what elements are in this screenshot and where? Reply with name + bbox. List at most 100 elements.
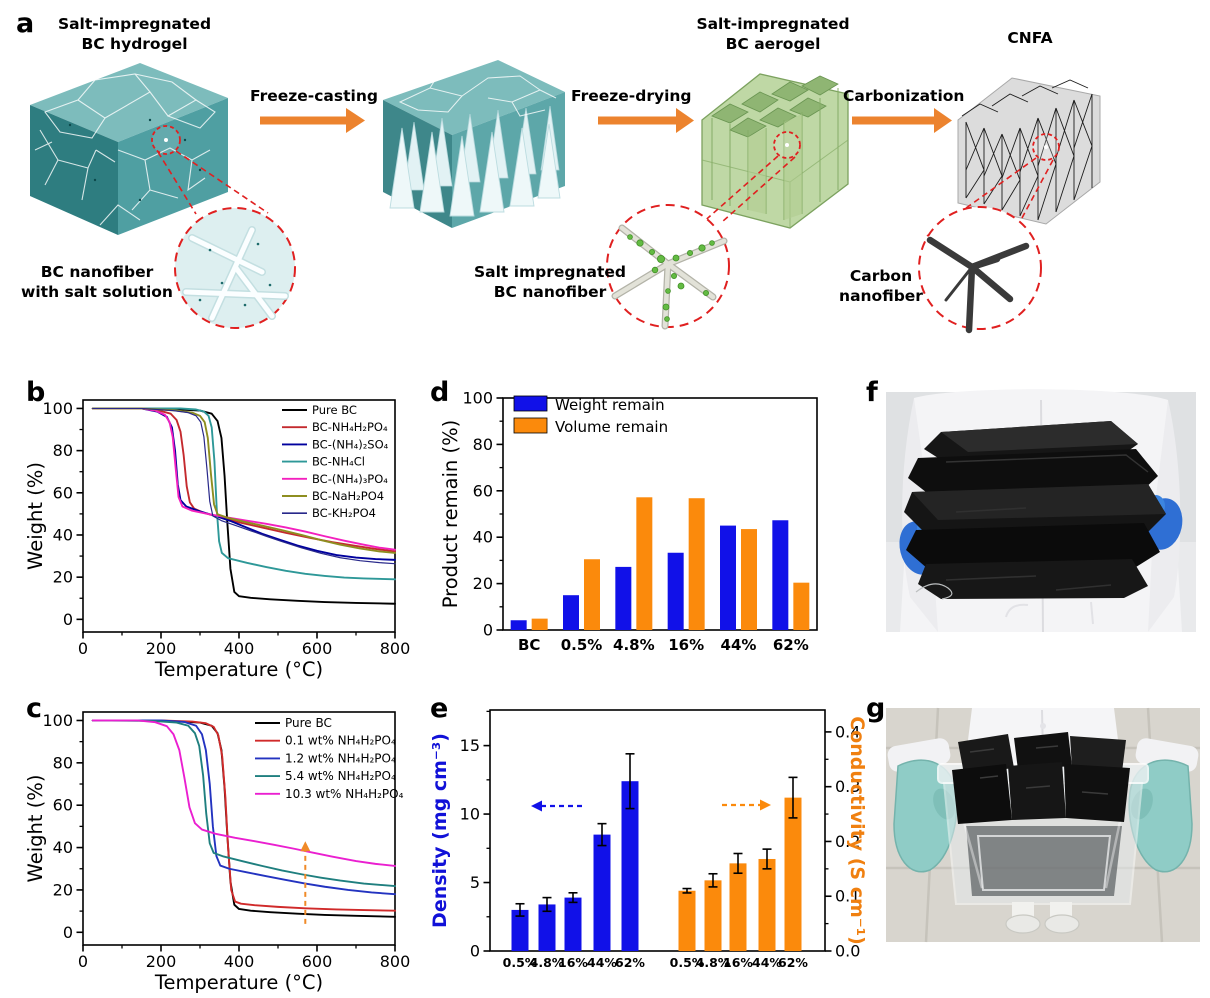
shoes xyxy=(1005,902,1080,934)
series-line-3 xyxy=(91,719,396,888)
salt-dots xyxy=(68,118,202,202)
series-line-4 xyxy=(91,719,396,867)
carbonization-arrow xyxy=(852,108,952,133)
x-tick-label: 400 xyxy=(224,639,255,658)
panel-label-c: c xyxy=(26,693,43,724)
category-label: 16% xyxy=(668,636,704,654)
density-conductivity-bar-chart: 0 5 10 15 0.0 0.1 0.2 0.3 0.4 Density (mg cm⁻³) Co… xyxy=(429,709,868,970)
axes: 0 200 400 600 800 0 20 40 60 80 100 xyxy=(42,399,410,658)
y-tick-label: 0 xyxy=(483,621,493,640)
bar-density xyxy=(538,904,556,951)
legend-label: BC-(NH₄)₃PO₄ xyxy=(312,472,388,486)
y-tick-label: 100 xyxy=(42,711,73,730)
x-tick-label: 0 xyxy=(78,952,88,971)
right-tick-label: 0.1 xyxy=(835,887,860,906)
y-tick-label: 20 xyxy=(53,880,73,899)
x-tick-label: 400 xyxy=(224,952,255,971)
panel-label-a: a xyxy=(16,8,35,39)
carbon-wireframe xyxy=(961,79,1093,221)
bar-volume-remain xyxy=(741,529,757,630)
category-label: 4.8% xyxy=(613,636,655,654)
plot-frame xyxy=(82,711,396,946)
bar-conductivity xyxy=(704,880,722,951)
step-carbonization: Carbonization xyxy=(843,87,965,105)
category-label: 16% xyxy=(723,955,753,970)
y-tick-label: 40 xyxy=(53,838,73,857)
plot-frame xyxy=(82,399,396,633)
legend: Pure BC BC-NH₄H₂PO₄ BC-(NH₄)₂SO₄ BC-NH₄Cl BC… xyxy=(282,403,389,520)
right-axis-label: Conductivity (S cm⁻¹) xyxy=(846,716,868,945)
category-label: 44% xyxy=(587,955,617,970)
y-tick-label: 100 xyxy=(42,399,73,418)
panel-label-b: b xyxy=(26,377,46,408)
callout1-label-line1: BC nanofiber xyxy=(40,263,154,281)
y-tick-label: 0 xyxy=(63,923,73,942)
prism-tops xyxy=(711,75,839,138)
annotation-arrow xyxy=(300,841,311,852)
bar-conductivity xyxy=(758,858,776,951)
category-label: 62% xyxy=(773,636,809,654)
callout3-label: Carbon nanofiber xyxy=(822,266,940,306)
series-line-2 xyxy=(91,719,396,896)
callout1-label: BC nanofiber with salt solution xyxy=(16,262,178,302)
bar-conductivity xyxy=(678,890,696,951)
category-label: 44% xyxy=(752,955,782,970)
x-tick-label: 600 xyxy=(302,639,333,658)
legend-label: Volume remain xyxy=(555,418,668,436)
aerogel-title: Salt-impregnated BC aerogel xyxy=(678,14,868,54)
x-tick-label: 800 xyxy=(380,952,411,971)
category-label: 16% xyxy=(558,955,588,970)
legend: Weight remain Volume remain xyxy=(513,395,668,436)
cnfa-slabs-in-box xyxy=(952,732,1130,824)
bar-conductivity xyxy=(729,863,747,951)
legend-label: BC-NaH₂PO4 xyxy=(312,489,384,503)
panel-label-e: e xyxy=(430,693,449,724)
freeze-casting-arrow xyxy=(260,108,365,133)
callout2-label-line2: BC nanofiber xyxy=(493,283,607,301)
category-label: 0.5% xyxy=(561,636,603,654)
series-line-6 xyxy=(92,407,396,565)
y-tick-label: 60 xyxy=(473,481,493,500)
tga-chart-salts: 0 200 400 600 800 0 20 40 60 80 100 Temperature (°C… xyxy=(24,399,410,681)
hydrogel-title-line1: Salt-impregnated xyxy=(57,15,212,33)
bar-volume-remain xyxy=(531,618,548,630)
fiber-mesh-top xyxy=(398,65,557,117)
panel-a-illustration xyxy=(30,60,1101,334)
hydrogel-title-line2: BC hydrogel xyxy=(81,35,188,53)
y-tick-label: 80 xyxy=(53,753,73,772)
callout2-label: Salt impregnated BC nanofiber xyxy=(468,262,632,302)
legend-label: BC-NH₄Cl xyxy=(312,455,365,469)
category-label: 0.5% xyxy=(503,955,538,970)
left-axis-label: Density (mg cm⁻³) xyxy=(429,733,451,928)
x-tick-label: 200 xyxy=(146,952,177,971)
category-label: 4.8% xyxy=(530,955,565,970)
photo-box-of-cnfa xyxy=(886,707,1200,943)
right-tick-label: 0.4 xyxy=(835,722,860,741)
x-tick-label: 800 xyxy=(380,639,411,658)
panel-label-d: d xyxy=(430,377,450,408)
y-tick-label: 20 xyxy=(473,574,493,593)
fiber-mesh xyxy=(34,73,216,226)
tga-chart-concentrations: 0 200 400 600 800 0 20 40 60 80 100 Temperature (°C… xyxy=(24,711,411,994)
bar-density xyxy=(564,897,582,951)
right-tick-label: 0.3 xyxy=(835,777,860,796)
callout-carbon-nanofiber xyxy=(918,206,1042,334)
y-tick-label: 60 xyxy=(53,796,73,815)
bar-density xyxy=(621,781,639,951)
axes: 0 20 40 60 80 100 xyxy=(462,389,503,640)
x-tick-label: 600 xyxy=(302,952,333,971)
step-freeze-drying: Freeze-drying xyxy=(571,87,692,105)
legend-label: BC-NH₄H₂PO₄ xyxy=(312,420,388,434)
callout-salt-impregnated-nanofiber xyxy=(606,204,730,330)
legend-label: BC-KH₂PO4 xyxy=(312,506,376,520)
bar-weight-remain xyxy=(510,620,527,630)
x-axis-label: Temperature (°C) xyxy=(154,658,323,681)
bar-volume-remain xyxy=(584,559,600,630)
y-tick-label: 80 xyxy=(53,441,73,460)
y-axis-label: Weight (%) xyxy=(24,462,47,570)
y-tick-label: 80 xyxy=(473,435,493,454)
legend-label: 5.4 wt% NH₄H₂PO₄ xyxy=(285,769,396,783)
legend-label: 0.1 wt% NH₄H₂PO₄ xyxy=(285,734,396,748)
y-tick-label: 0 xyxy=(63,610,73,629)
plot-frame xyxy=(502,397,818,631)
